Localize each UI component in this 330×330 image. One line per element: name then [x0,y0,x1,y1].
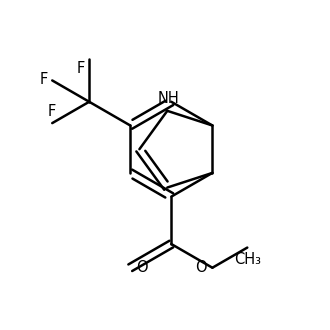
Text: F: F [48,104,56,119]
Text: F: F [39,72,48,87]
Text: F: F [76,61,84,76]
Text: CH₃: CH₃ [234,252,261,267]
Text: NH: NH [158,91,180,106]
Text: O: O [136,260,148,275]
Text: O: O [195,260,207,275]
